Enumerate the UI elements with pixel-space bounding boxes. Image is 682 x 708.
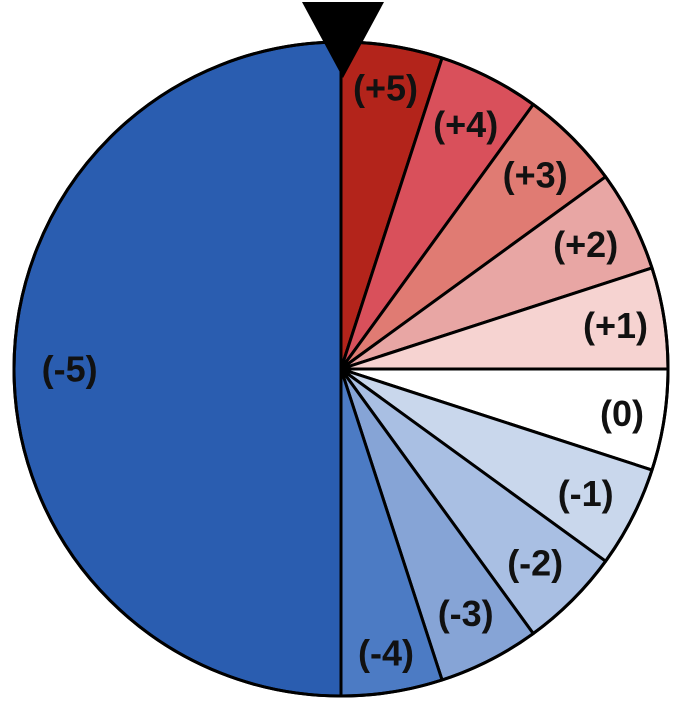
pie-slice-label: (+2)	[553, 224, 618, 265]
pie-slice-label: (-2)	[507, 543, 563, 584]
pie-slice-label: (+3)	[503, 154, 568, 195]
pie-slice-label: (+5)	[353, 68, 418, 109]
pie-slices	[12, 40, 670, 698]
pie-slice-label: (-5)	[42, 349, 98, 390]
pie-slice-label: (-3)	[438, 593, 494, 634]
pie-slice-label: (0)	[600, 393, 644, 434]
pie-slice-label: (+1)	[583, 305, 648, 346]
pie-slice-label: (-1)	[558, 473, 614, 514]
pie-slice-label: (-4)	[358, 633, 414, 674]
pointer-arrow-icon	[302, 2, 384, 78]
pie-slice-label: (+4)	[433, 104, 498, 145]
pie-labels: (+5) (+4)(+3) (+2) (+1) (0) (-1) (-2) (-3) (-4) (…	[42, 68, 648, 674]
